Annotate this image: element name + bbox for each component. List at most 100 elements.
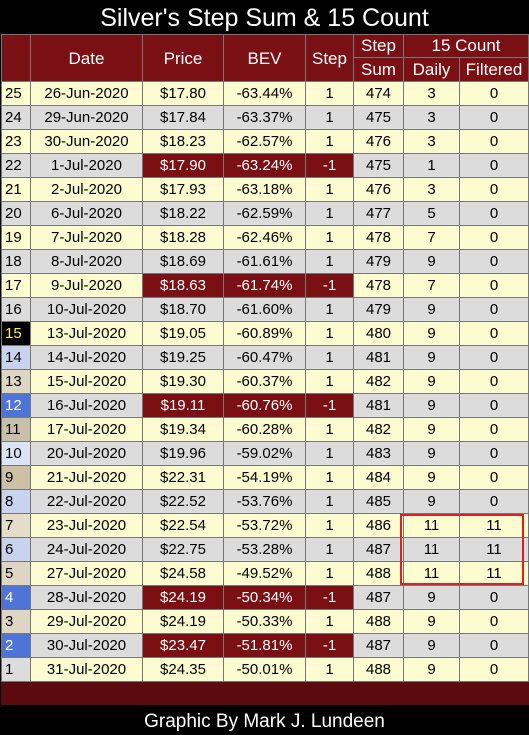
header-step-sum-bottom: Sum — [353, 57, 404, 82]
filtered-count-cell: 0 — [459, 105, 529, 130]
row-index: 20 — [1, 201, 31, 226]
bev-cell: -53.72% — [223, 513, 306, 538]
table-row: 8 22-Jul-2020 $22.52 -53.76% 1 485 9 0 — [1, 489, 529, 514]
daily-count-cell: 9 — [403, 465, 460, 490]
header-date: Date — [30, 34, 143, 82]
price-cell: $18.22 — [142, 201, 224, 226]
daily-count-cell: 9 — [403, 585, 460, 610]
step-sum-cell: 481 — [353, 393, 404, 418]
daily-count-cell: 9 — [403, 441, 460, 466]
filtered-count-cell: 0 — [459, 489, 529, 514]
bev-cell: -51.81% — [223, 633, 306, 658]
price-cell: $18.63 — [142, 273, 224, 298]
footer-credit: Graphic By Mark J. Lundeen — [144, 711, 385, 732]
date-cell: 16-Jul-2020 — [30, 393, 143, 418]
date-cell: 8-Jul-2020 — [30, 249, 143, 274]
step-cell: 1 — [305, 441, 354, 466]
step-cell: 1 — [305, 369, 354, 394]
bev-cell: -60.76% — [223, 393, 306, 418]
table-footer-bar-cell — [1, 681, 529, 705]
row-index: 24 — [1, 105, 31, 130]
step-cell: 1 — [305, 537, 354, 562]
price-cell: $24.19 — [142, 585, 224, 610]
step-cell: 1 — [305, 465, 354, 490]
step-cell: -1 — [305, 273, 354, 298]
page-title: Silver's Step Sum & 15 Count — [100, 4, 429, 32]
filtered-count-cell: 0 — [459, 321, 529, 346]
price-cell: $24.58 — [142, 561, 224, 586]
step-cell: 1 — [305, 81, 354, 106]
filtered-count-cell: 0 — [459, 201, 529, 226]
price-cell: $22.54 — [142, 513, 224, 538]
step-sum-cell: 479 — [353, 249, 404, 274]
daily-count-cell: 9 — [403, 297, 460, 322]
bev-cell: -63.37% — [223, 105, 306, 130]
filtered-count-cell: 0 — [459, 129, 529, 154]
bev-cell: -63.44% — [223, 81, 306, 106]
bev-cell: -59.02% — [223, 441, 306, 466]
row-index: 5 — [1, 561, 31, 586]
price-cell: $19.34 — [142, 417, 224, 442]
bev-cell: -62.46% — [223, 225, 306, 250]
row-index: 7 — [1, 513, 31, 538]
date-cell: 31-Jul-2020 — [30, 657, 143, 682]
table-row: 10 20-Jul-2020 $19.96 -59.02% 1 483 9 0 — [1, 441, 529, 466]
table-row: 7 23-Jul-2020 $22.54 -53.72% 1 486 11 11 — [1, 513, 529, 538]
price-cell: $18.23 — [142, 129, 224, 154]
daily-count-cell: 9 — [403, 249, 460, 274]
daily-count-cell: 1 — [403, 153, 460, 178]
price-cell: $22.52 — [142, 489, 224, 514]
step-cell: 1 — [305, 561, 354, 586]
step-sum-cell: 474 — [353, 81, 404, 106]
filtered-count-cell: 11 — [459, 513, 529, 538]
bev-cell: -61.61% — [223, 249, 306, 274]
row-index: 6 — [1, 537, 31, 562]
row-index: 16 — [1, 297, 31, 322]
filtered-count-cell: 0 — [459, 297, 529, 322]
step-sum-cell: 487 — [353, 585, 404, 610]
date-cell: 6-Jul-2020 — [30, 201, 143, 226]
table-row: 11 17-Jul-2020 $19.34 -60.28% 1 482 9 0 — [1, 417, 529, 442]
daily-count-cell: 3 — [403, 81, 460, 106]
header-step: Step — [305, 34, 354, 82]
step-cell: 1 — [305, 225, 354, 250]
step-sum-cell: 484 — [353, 465, 404, 490]
date-cell: 23-Jul-2020 — [30, 513, 143, 538]
step-cell: -1 — [305, 585, 354, 610]
step-cell: 1 — [305, 249, 354, 274]
step-sum-cell: 488 — [353, 609, 404, 634]
filtered-count-cell: 0 — [459, 153, 529, 178]
filtered-count-cell: 11 — [459, 561, 529, 586]
table-row: 14 14-Jul-2020 $19.25 -60.47% 1 481 9 0 — [1, 345, 529, 370]
step-cell: 1 — [305, 417, 354, 442]
row-index: 1 — [1, 657, 31, 682]
table-row: 19 7-Jul-2020 $18.28 -62.46% 1 478 7 0 — [1, 225, 529, 250]
filtered-count-cell: 0 — [459, 417, 529, 442]
daily-count-cell: 9 — [403, 369, 460, 394]
date-cell: 30-Jul-2020 — [30, 633, 143, 658]
bev-cell: -60.37% — [223, 369, 306, 394]
step-sum-cell: 478 — [353, 273, 404, 298]
filtered-count-cell: 0 — [459, 465, 529, 490]
price-cell: $18.69 — [142, 249, 224, 274]
table-row: 9 21-Jul-2020 $22.31 -54.19% 1 484 9 0 — [1, 465, 529, 490]
header-bev: BEV — [223, 34, 306, 82]
date-cell: 15-Jul-2020 — [30, 369, 143, 394]
date-cell: 30-Jun-2020 — [30, 129, 143, 154]
daily-count-cell: 9 — [403, 321, 460, 346]
bev-cell: -50.01% — [223, 657, 306, 682]
step-sum-cell: 486 — [353, 513, 404, 538]
date-cell: 17-Jul-2020 — [30, 417, 143, 442]
step-cell: 1 — [305, 321, 354, 346]
date-cell: 9-Jul-2020 — [30, 273, 143, 298]
row-index: 11 — [1, 417, 31, 442]
row-index: 18 — [1, 249, 31, 274]
filtered-count-cell: 11 — [459, 537, 529, 562]
date-cell: 2-Jul-2020 — [30, 177, 143, 202]
filtered-count-cell: 0 — [459, 585, 529, 610]
daily-count-cell: 5 — [403, 201, 460, 226]
daily-count-cell: 9 — [403, 417, 460, 442]
row-index: 23 — [1, 129, 31, 154]
row-index: 4 — [1, 585, 31, 610]
table-row: 4 28-Jul-2020 $24.19 -50.34% -1 487 9 0 — [1, 585, 529, 610]
